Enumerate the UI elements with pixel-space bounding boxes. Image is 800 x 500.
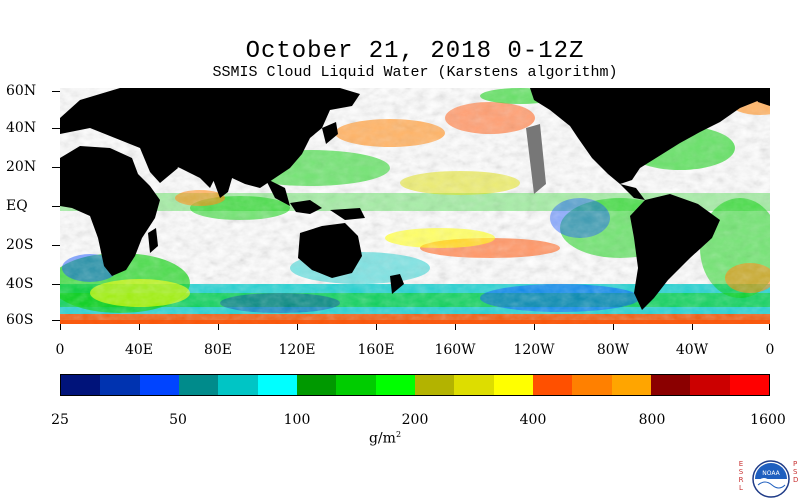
lon-label-80w: 80W	[596, 342, 630, 358]
greenland-landmass	[750, 88, 770, 106]
colorbar-segment-5	[257, 375, 297, 395]
lat-tick	[52, 206, 60, 207]
lon-label-120w: 120W	[513, 342, 555, 358]
colorbar-segment-12	[532, 375, 573, 395]
colorbar-segment-9	[414, 375, 455, 395]
lon-tick	[60, 324, 61, 330]
colorbar-label-1600: 1600	[750, 412, 786, 428]
colorbar-segment-17	[729, 375, 769, 395]
lat-label-60n: 60N	[6, 83, 37, 99]
colorbar-label-50: 50	[169, 412, 187, 428]
lat-label-60s: 60S	[6, 312, 34, 328]
lat-tick	[52, 284, 60, 285]
colorbar-segment-0	[61, 375, 101, 395]
southeast-asia-landmass	[265, 178, 290, 206]
lon-tick	[534, 324, 535, 330]
japan-landmass	[322, 122, 338, 144]
lat-tick	[52, 128, 60, 129]
colorbar-segment-10	[454, 375, 494, 395]
map-title: October 21, 2018 0-12Z	[245, 38, 585, 65]
colorbar-segment-13	[572, 375, 612, 395]
lon-label-0: 0	[55, 342, 65, 358]
india-landmass	[208, 166, 235, 198]
colorbar-segment-4	[218, 375, 258, 395]
colorbar-units: g/m2	[369, 430, 401, 447]
lon-tick	[297, 324, 298, 330]
units-exponent: 2	[395, 430, 402, 439]
noaa-emblem-icon: NOAA	[752, 460, 790, 498]
lon-tick	[769, 324, 770, 330]
lon-tick	[139, 324, 140, 330]
lat-tick	[52, 91, 60, 92]
colorbar-segment-15	[650, 375, 691, 395]
new-zealand-landmass	[390, 274, 404, 294]
colorbar-segment-1	[100, 375, 140, 395]
cloud-liquid-water-map	[60, 88, 770, 324]
lat-label-40s: 40S	[6, 276, 34, 292]
lon-tick	[692, 324, 693, 330]
color-scale-bar	[60, 374, 770, 396]
australia-landmass	[298, 223, 362, 278]
lon-tick	[218, 324, 219, 330]
colorbar-label-100: 100	[283, 412, 311, 428]
units-base: g/m	[368, 430, 396, 447]
indonesia-landmass	[290, 200, 322, 214]
colorbar-segment-7	[336, 375, 376, 395]
antarctic-edge	[60, 320, 770, 324]
lat-tick	[52, 245, 60, 246]
south-america-landmass	[630, 194, 720, 310]
central-america-landmass	[620, 184, 645, 200]
lat-label-eq: EQ	[6, 198, 28, 214]
colorbar-segment-16	[690, 375, 730, 395]
north-america-landmass	[530, 88, 765, 184]
colorbar-label-25: 25	[51, 412, 69, 428]
colorbar-segment-6	[296, 375, 337, 395]
lat-label-20n: 20N	[6, 159, 37, 175]
lat-label-20s: 20S	[6, 237, 34, 253]
lon-tick	[376, 324, 377, 330]
new-guinea-landmass	[330, 208, 365, 220]
colorbar-segment-11	[493, 375, 533, 395]
colorbar-label-200: 200	[401, 412, 429, 428]
logo-emblem-text: NOAA	[762, 470, 780, 477]
lat-tick	[52, 167, 60, 168]
madagascar-landmass	[148, 228, 158, 253]
lat-tick	[52, 320, 60, 321]
colorbar-segment-3	[178, 375, 219, 395]
lon-label-80e: 80E	[203, 342, 233, 358]
lon-tick	[455, 324, 456, 330]
colorbar-label-800: 800	[638, 412, 666, 428]
lon-label-40e: 40E	[124, 342, 154, 358]
no-data-wedge	[526, 124, 546, 194]
lon-label-40w: 40W	[675, 342, 709, 358]
lon-label-160w: 160W	[434, 342, 476, 358]
colorbar-label-400: 400	[519, 412, 547, 428]
lon-label-160e: 160E	[357, 342, 395, 358]
land-masses	[60, 88, 770, 324]
eurasia-landmass	[60, 88, 360, 188]
arabia-landmass	[140, 148, 178, 183]
lon-label-120e: 120E	[278, 342, 316, 358]
lat-label-40n: 40N	[6, 120, 37, 136]
colorbar-segment-14	[611, 375, 651, 395]
lon-label-0-east: 0	[765, 342, 775, 358]
africa-landmass	[60, 146, 160, 276]
colorbar-segment-2	[139, 375, 179, 395]
map-subtitle: SSMIS Cloud Liquid Water (Karstens algor…	[212, 64, 618, 81]
lon-tick	[613, 324, 614, 330]
colorbar-segment-8	[375, 375, 415, 395]
